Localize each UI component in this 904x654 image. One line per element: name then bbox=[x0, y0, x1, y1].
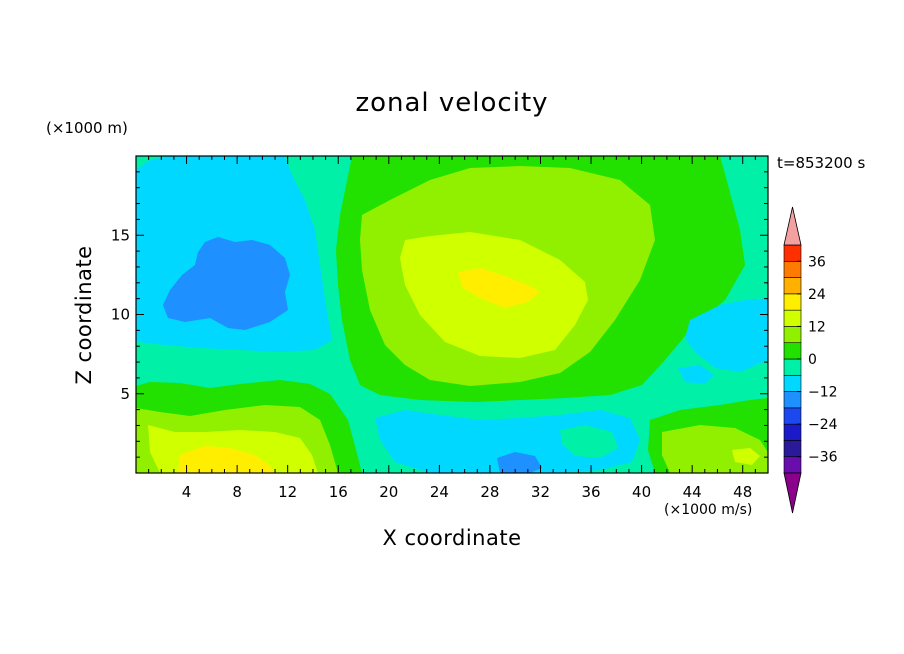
x-ticks: 4 8 12 16 20 24 28 32 36 40 44 48 bbox=[148, 156, 756, 501]
colorbar-tick-label: 24 bbox=[808, 287, 826, 303]
chart-title: zonal velocity bbox=[355, 88, 549, 118]
field-region-yellow-core bbox=[458, 268, 540, 308]
colorbar-tick-label: −24 bbox=[808, 417, 838, 433]
colorbar-segment bbox=[783, 326, 802, 344]
z-unit-label: (×1000 m) bbox=[46, 119, 128, 137]
x-tick-label: 36 bbox=[581, 483, 600, 501]
colorbar: 36 24 12 0 −12 −24 −36 bbox=[783, 206, 838, 514]
colorbar-segment bbox=[783, 374, 802, 392]
y-ticks: 5 10 15 bbox=[111, 171, 768, 458]
contour-field bbox=[136, 156, 768, 473]
field-region-teal-top bbox=[285, 156, 352, 285]
time-label: t=853200 s bbox=[777, 154, 866, 172]
x-tick-label: 4 bbox=[182, 483, 192, 501]
x-tick-label: 24 bbox=[430, 483, 449, 501]
colorbar-tick-label: −12 bbox=[808, 385, 838, 401]
colorbar-segment bbox=[783, 456, 802, 474]
x-tick-label: 28 bbox=[480, 483, 499, 501]
y-tick-label: 10 bbox=[111, 306, 130, 324]
colorbar-segment bbox=[783, 244, 802, 262]
field-region-cyan-bottom bbox=[375, 410, 640, 473]
colorbar-segment bbox=[783, 423, 802, 441]
x-tick-label: 8 bbox=[232, 483, 242, 501]
field-region-cyan-right bbox=[685, 298, 768, 372]
x-tick-label: 32 bbox=[531, 483, 550, 501]
x-tick-label: 20 bbox=[379, 483, 398, 501]
colorbar-segment bbox=[783, 293, 802, 311]
field-region-yellow-lower bbox=[178, 446, 275, 473]
field-region-blue-blob bbox=[163, 237, 290, 330]
x-tick-label: 16 bbox=[329, 483, 348, 501]
colorbar-segment bbox=[783, 440, 802, 458]
colorbar-tick-label: −36 bbox=[808, 450, 838, 466]
x-axis-label: X coordinate bbox=[382, 526, 522, 550]
colorbar-tick-label: 12 bbox=[808, 319, 826, 335]
x-tick-label: 48 bbox=[733, 483, 752, 501]
field-region-teal-bottom bbox=[560, 425, 618, 458]
colorbar-segment bbox=[783, 309, 802, 327]
x-tick-label: 44 bbox=[683, 483, 702, 501]
colorbar-segment bbox=[783, 260, 802, 278]
colorbar-segment bbox=[783, 407, 802, 425]
colorbar-extend-low bbox=[783, 472, 802, 514]
y-tick-label: 5 bbox=[120, 385, 130, 403]
colorbar-segment bbox=[783, 277, 802, 295]
colorbar-tick-label: 36 bbox=[808, 254, 826, 270]
x-unit-label: (×1000 m/s) bbox=[664, 502, 753, 518]
colorbar-tick-label: 0 bbox=[808, 352, 817, 368]
colorbar-extend-high bbox=[783, 206, 802, 246]
colorbar-segment bbox=[783, 358, 802, 376]
y-tick-label: 15 bbox=[111, 226, 130, 244]
x-tick-label: 40 bbox=[632, 483, 651, 501]
field-region-blue-bottom bbox=[497, 452, 542, 473]
field-region-cyan-right-small bbox=[678, 365, 714, 384]
field-region-yellowgreen-lower-right bbox=[732, 448, 760, 465]
x-tick-label: 12 bbox=[278, 483, 297, 501]
colorbar-segment bbox=[783, 391, 802, 409]
colorbar-segment bbox=[783, 342, 802, 360]
